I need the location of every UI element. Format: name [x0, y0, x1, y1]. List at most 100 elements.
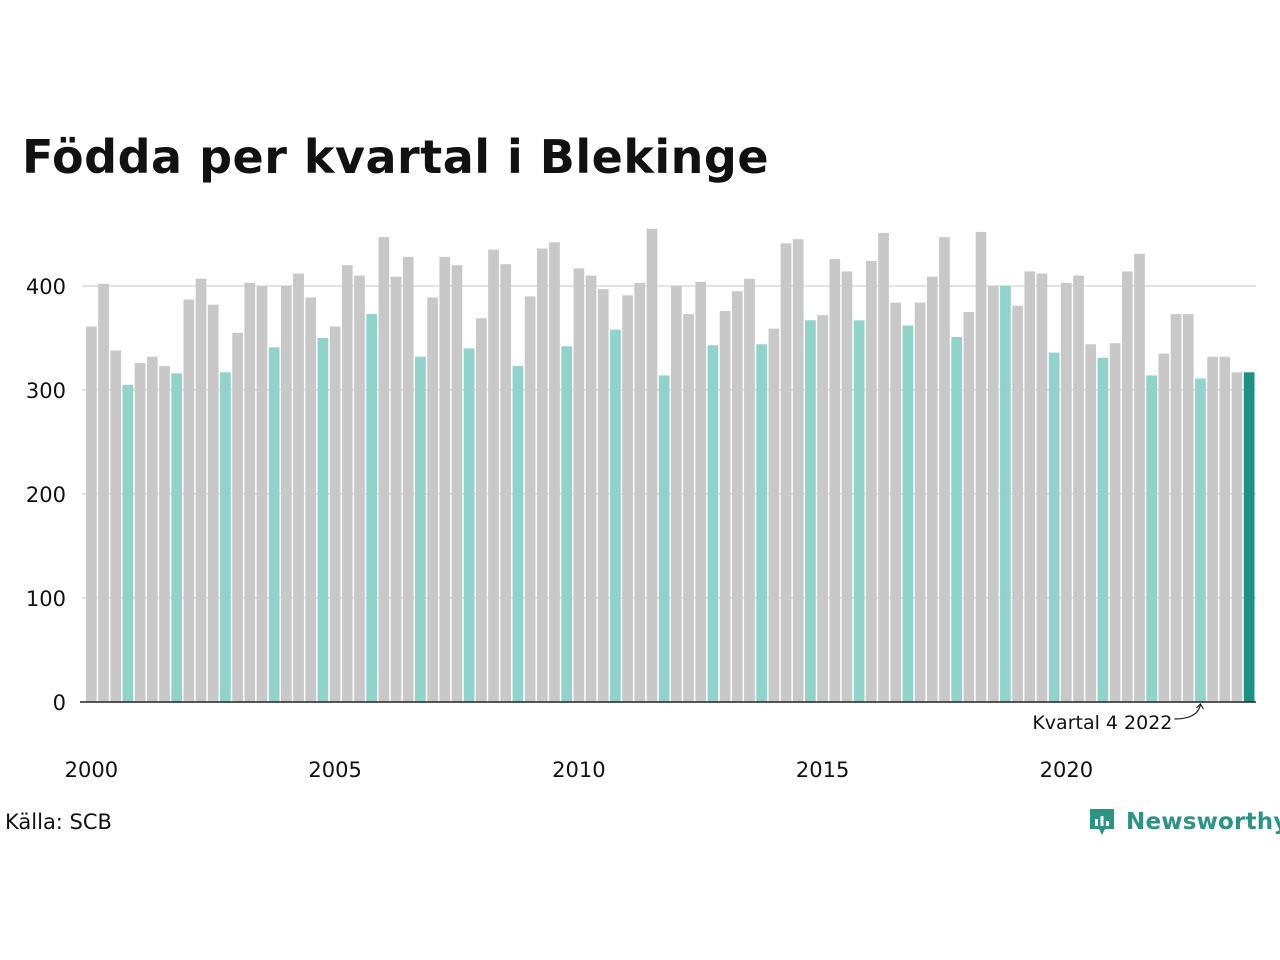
bar [622, 295, 633, 702]
y-axis-ticks: 0 100 200 300 400 [26, 275, 66, 715]
bar [890, 302, 902, 702]
bar [427, 297, 438, 702]
y-tick-label: 100 [26, 587, 66, 611]
bar [1109, 343, 1121, 702]
bar [268, 347, 280, 702]
bar [1207, 356, 1218, 702]
bar [451, 265, 463, 702]
bar [841, 271, 853, 702]
bar [220, 372, 231, 702]
bar [1231, 372, 1243, 702]
bar [390, 276, 402, 702]
bar [866, 261, 877, 702]
bar [134, 362, 146, 702]
bar [914, 302, 926, 702]
bar [1121, 271, 1133, 702]
bar [86, 326, 97, 702]
bar [1158, 353, 1170, 702]
bar [1048, 352, 1060, 702]
bar [512, 366, 524, 702]
x-tick-label: 2020 [1040, 758, 1093, 782]
bar [488, 249, 499, 702]
bar [207, 304, 219, 702]
bar [183, 299, 195, 702]
bar [1195, 378, 1206, 702]
bar [683, 314, 694, 702]
bar [573, 268, 585, 702]
bar [1012, 305, 1023, 702]
bar [1243, 372, 1255, 702]
brand-name: Newsworthy [1126, 809, 1280, 835]
bar [610, 329, 621, 702]
bar [634, 282, 646, 702]
bar [805, 320, 816, 702]
bar [1073, 275, 1084, 702]
y-tick-label: 0 [53, 691, 66, 715]
bar [1134, 253, 1145, 702]
bar [195, 278, 207, 702]
bar [853, 320, 865, 702]
x-tick-label: 2000 [65, 758, 118, 782]
bar [256, 286, 268, 702]
bar [561, 346, 572, 702]
bar [122, 384, 134, 702]
bar [293, 273, 304, 702]
bar [658, 375, 670, 702]
newsworthy-logo-icon [1090, 809, 1114, 835]
bar [695, 281, 707, 702]
bar [1024, 271, 1036, 702]
bar [463, 348, 475, 702]
bar [768, 328, 780, 702]
y-tick-label: 400 [26, 275, 66, 299]
bar [1182, 314, 1194, 702]
bar [524, 296, 536, 702]
bar [939, 237, 950, 702]
source-note: Källa: SCB [5, 810, 112, 834]
bar [926, 276, 938, 702]
bar [1146, 375, 1157, 702]
bar [975, 231, 987, 703]
bar [1085, 344, 1097, 702]
bar [536, 248, 548, 702]
latest-annotation: Kvartal 4 2022 [1032, 703, 1204, 734]
y-tick-label: 200 [26, 483, 66, 507]
bar [878, 232, 889, 702]
bar [671, 286, 682, 702]
bar [476, 318, 487, 702]
bar [317, 338, 329, 702]
bar [744, 278, 755, 702]
bar [281, 286, 292, 702]
bars [86, 228, 1255, 703]
y-tick-label: 300 [26, 379, 66, 403]
bar [597, 289, 609, 702]
bar [439, 256, 451, 702]
bar [1219, 356, 1231, 702]
bar [500, 264, 512, 702]
bar [902, 325, 914, 702]
bar [780, 243, 792, 703]
bar [646, 228, 658, 703]
bar [1000, 286, 1011, 702]
bar [731, 291, 743, 702]
x-tick-label: 2015 [796, 758, 849, 782]
bar [244, 282, 256, 702]
x-tick-label: 2005 [308, 758, 361, 782]
brand-logo: Newsworthy [1088, 804, 1280, 840]
bar [1170, 314, 1182, 702]
bar [232, 332, 243, 702]
bar [1036, 273, 1048, 702]
bar [1061, 282, 1072, 702]
annotation-label: Kvartal 4 2022 [1032, 712, 1172, 734]
bar [792, 239, 804, 702]
bar [719, 310, 731, 702]
bar [987, 286, 999, 702]
bar [415, 356, 426, 702]
bar [549, 242, 560, 702]
bar [354, 275, 365, 702]
bar [378, 237, 390, 702]
bar [585, 275, 597, 702]
bar [817, 315, 828, 702]
bar [110, 350, 122, 702]
bar [707, 345, 719, 702]
